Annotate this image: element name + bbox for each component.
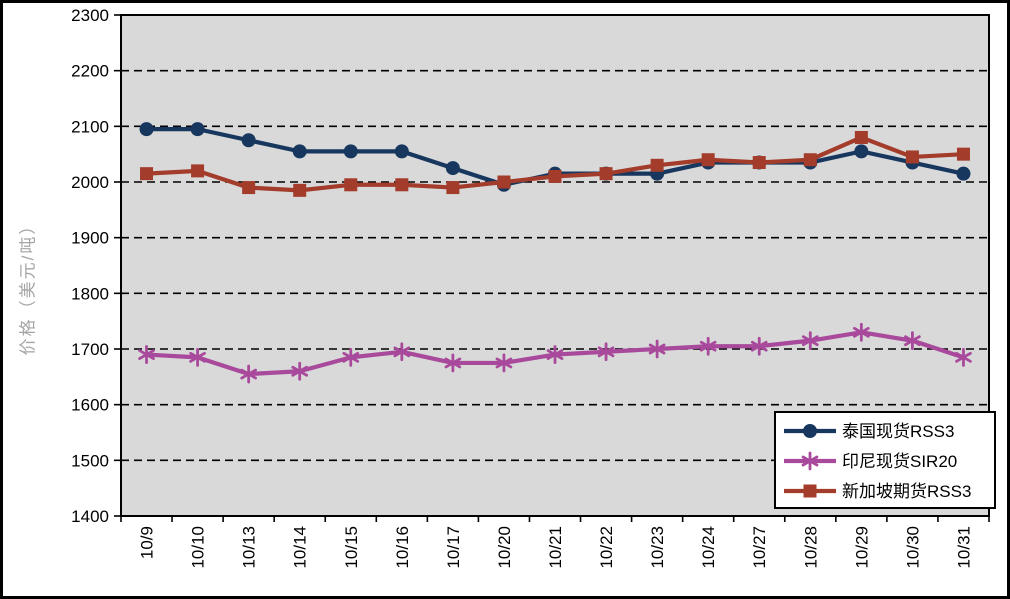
data-point-square [344,178,358,192]
data-point-asterisk [750,340,768,352]
data-point-square [752,156,766,170]
series-新加坡期货RSS3 [140,130,970,197]
x-tick-label: 10/22 [597,526,616,569]
data-point-circle [803,424,817,438]
y-tick-label: 2000 [71,173,109,192]
price-line-chart: 1400 1500 1600 1700 1800 1900 2000 2100 2200 2300… [71,6,996,569]
data-point-square [803,484,817,498]
y-tick-label: 1900 [71,229,109,248]
x-tick-label: 10/29 [852,526,871,569]
y-tick-label: 1500 [71,451,109,470]
legend-item: 印尼现货SIR20 [784,451,957,471]
data-point-circle [343,144,358,159]
y-tick-label: 1600 [71,396,109,415]
data-point-asterisk [904,335,921,347]
y-tick-label: 2200 [71,62,109,81]
data-point-asterisk [342,351,360,363]
legend-label: 泰国现货RSS3 [842,422,954,441]
legend-label: 新加坡期货RSS3 [842,482,971,501]
data-point-square [599,167,613,181]
data-point-square [803,153,817,167]
data-point-circle [854,144,869,159]
y-tick-label: 1700 [71,340,109,359]
data-point-square [956,147,970,161]
plot-border [120,14,990,517]
x-tick-label: 10/27 [750,526,769,569]
legend-item: 泰国现货RSS3 [784,422,954,441]
data-point-square [701,153,715,167]
x-tick-label: 10/16 [393,526,412,569]
x-tick-label: 10/28 [801,526,820,569]
data-point-square [395,178,409,192]
x-tick-label: 10/21 [546,526,565,569]
data-point-asterisk [597,346,615,358]
data-point-asterisk [495,357,513,369]
data-point-square [446,181,460,195]
series-印尼现货SIR20 [138,322,972,384]
data-point-circle [394,144,409,159]
data-point-asterisk [853,326,870,338]
data-point-square [293,183,307,197]
data-point-asterisk [648,343,666,355]
x-tick-label: 10/31 [954,526,973,569]
x-tick-label: 10/20 [495,526,514,569]
legend: 泰国现货RSS3 印尼现货SIR20 新加坡期货RSS3 [774,411,996,509]
x-tick-label: 10/24 [699,526,718,569]
data-point-asterisk [801,335,819,347]
y-tick-label: 1400 [71,507,109,526]
x-tick-label: 10/10 [189,526,208,569]
data-point-asterisk [444,357,462,369]
data-point-circle [241,133,256,148]
data-point-square [548,169,562,183]
x-tick-label: 10/30 [903,526,922,569]
y-tick-label: 2100 [71,117,109,136]
x-tick-label: 10/9 [138,526,157,559]
data-point-circle [956,166,971,181]
data-point-asterisk [955,351,972,363]
x-tick-label: 10/14 [291,526,310,569]
x-tick-label: 10/17 [444,526,463,569]
legend-item: 新加坡期货RSS3 [784,482,971,501]
data-point-square [497,175,511,189]
data-point-square [242,181,256,195]
data-point-square [650,158,664,172]
data-point-asterisk [240,368,257,380]
data-point-circle [292,144,307,159]
data-point-square [905,150,919,164]
data-point-asterisk [699,340,717,352]
data-point-circle [445,161,460,176]
data-point-asterisk [393,346,411,358]
data-point-asterisk [138,349,155,360]
data-point-square [854,130,868,144]
data-point-asterisk [801,455,819,467]
data-point-square [191,164,205,178]
data-point-asterisk [291,365,309,377]
x-tick-label: 10/13 [240,526,259,569]
data-point-circle [139,122,154,137]
data-point-asterisk [546,349,564,360]
x-tick-label: 10/15 [342,526,361,569]
y-tick-label: 2300 [71,6,109,25]
y-axis-title: 价格（美元/吨） [18,215,38,356]
y-tick-label: 1800 [71,284,109,303]
data-point-square [140,167,154,181]
legend-label: 印尼现货SIR20 [842,452,957,471]
data-point-circle [190,122,205,137]
data-point-asterisk [189,351,206,363]
x-tick-label: 10/23 [648,526,667,569]
